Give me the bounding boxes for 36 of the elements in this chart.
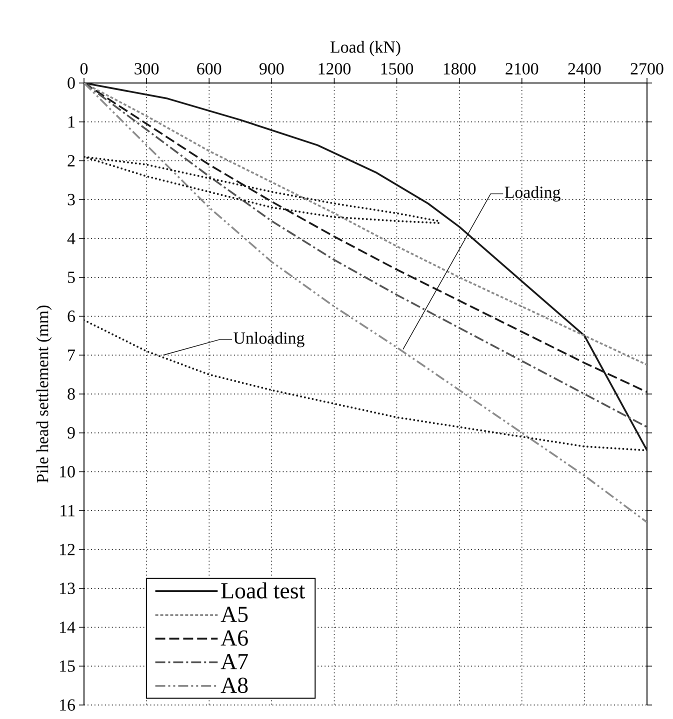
- y-tick-label: 10: [60, 466, 75, 478]
- legend-label: A5: [220, 606, 248, 622]
- y-tick-label: 3: [68, 194, 75, 206]
- y-axis-title: Pile head settlement (mm): [36, 306, 52, 483]
- x-tick-label: 1500: [381, 63, 414, 75]
- x-tick-label: 1200: [318, 63, 351, 75]
- annotation: Unloading: [234, 332, 304, 348]
- y-tick-label: 12: [60, 544, 75, 556]
- y-tick-label: 7: [68, 350, 76, 361]
- y-tick-label: 6: [68, 310, 75, 322]
- y-tick-label: 15: [60, 660, 75, 672]
- legend-label: A6: [220, 630, 248, 646]
- x-tick-label: 1800: [444, 63, 476, 75]
- x-tick-label: 2700: [630, 63, 664, 75]
- annotation: Loading: [504, 186, 560, 202]
- x-tick-label: 300: [134, 63, 159, 75]
- x-tick-label: 0: [80, 63, 88, 75]
- y-tick-label: 0: [68, 77, 75, 89]
- y-tick-label: 4: [67, 232, 76, 244]
- legend-label: Load test: [221, 582, 306, 598]
- y-tick-label: 13: [60, 582, 75, 594]
- y-tick-label: 11: [60, 505, 74, 516]
- legend-label: A8: [220, 678, 248, 694]
- x-tick-label: 900: [260, 63, 284, 75]
- legend-label: A7: [220, 654, 248, 670]
- y-tick-label: 14: [60, 622, 76, 633]
- y-tick-label: 2: [68, 155, 75, 166]
- y-tick-label: 8: [68, 388, 75, 400]
- x-tick-label: 2100: [506, 63, 538, 75]
- x-tick-label: 600: [197, 63, 222, 75]
- x-axis-title: Load (kN): [330, 40, 400, 56]
- x-tick-label: 2400: [568, 63, 601, 75]
- y-tick-label: 16: [60, 699, 75, 711]
- y-tick-label: 9: [68, 427, 75, 439]
- y-tick-label: 5: [68, 272, 75, 284]
- y-tick-label: 1: [68, 116, 74, 128]
